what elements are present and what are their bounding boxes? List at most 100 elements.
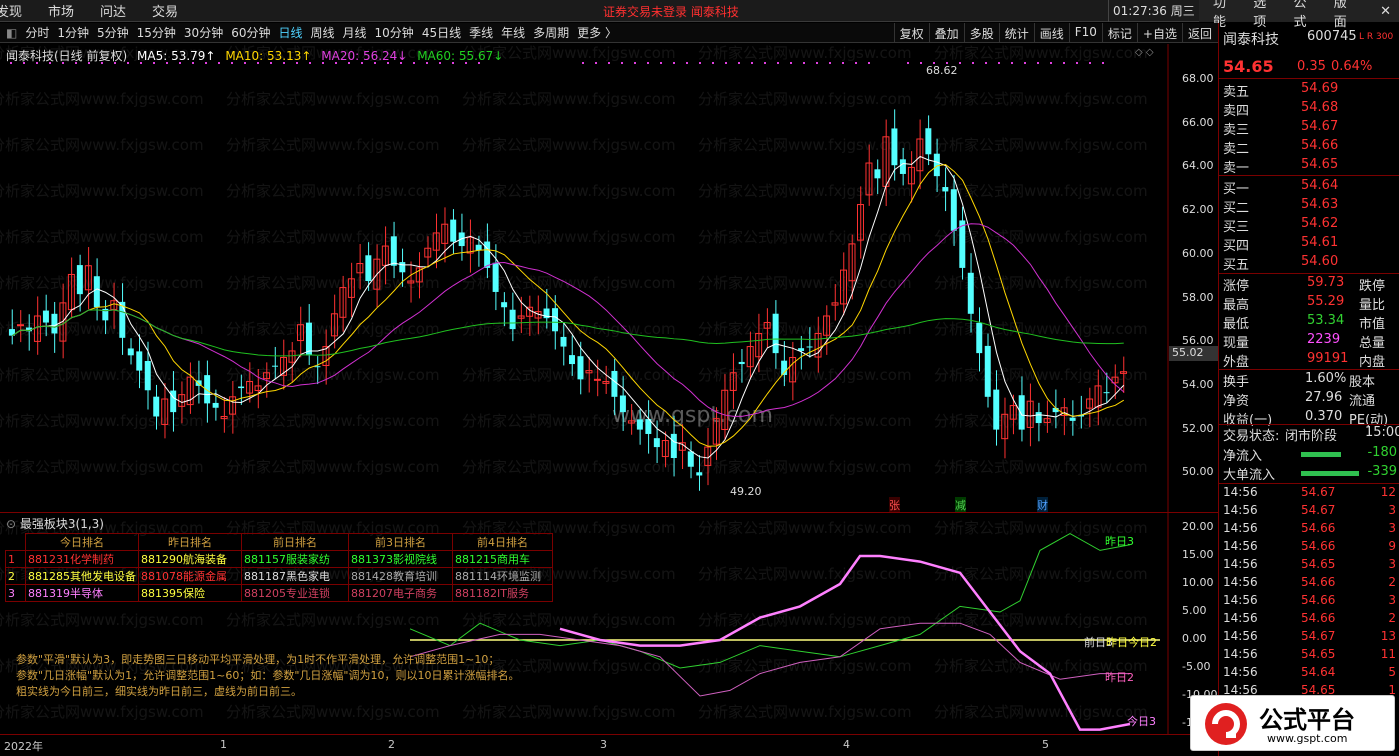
candle-body[interactable]	[1018, 395, 1025, 430]
candle-body[interactable]	[933, 153, 940, 177]
table-cell[interactable]: 881207电子商务	[348, 584, 453, 602]
candle-body[interactable]	[153, 396, 160, 417]
period-more[interactable]: 更多 〉	[577, 26, 617, 40]
candle-body[interactable]	[1111, 376, 1119, 384]
tick-row[interactable]: 14:56 54.65 3	[1219, 557, 1399, 575]
candle-body[interactable]	[1026, 400, 1034, 428]
candle-body[interactable]	[874, 169, 881, 179]
period-weekly[interactable]: 周线	[310, 26, 335, 40]
candle-body[interactable]	[254, 385, 262, 392]
period-quarter[interactable]: 季线	[469, 26, 494, 40]
period-60min[interactable]: 60分钟	[231, 26, 271, 40]
candle-body[interactable]	[347, 278, 355, 298]
candle-body[interactable]	[1069, 417, 1076, 421]
table-cell[interactable]: 881231化学制药	[25, 550, 139, 568]
candle-body[interactable]	[907, 166, 915, 185]
candle-body[interactable]	[1052, 407, 1059, 413]
candle-body[interactable]	[102, 308, 109, 321]
table-cell[interactable]: 881373影视院线	[348, 550, 453, 568]
table-cell[interactable]: 881290航海装备	[138, 550, 242, 568]
candle-body[interactable]	[856, 204, 864, 241]
candle-body[interactable]	[305, 322, 312, 356]
tool-overlay[interactable]: 叠加	[928, 23, 964, 43]
period-15min[interactable]: 15分钟	[136, 26, 176, 40]
period-fenshi[interactable]: 分时	[25, 26, 50, 40]
candle-body[interactable]	[441, 223, 449, 244]
table-cell[interactable]: 881285其他发电设备	[25, 567, 139, 585]
table-cell[interactable]: 881182IT服务	[452, 584, 553, 602]
candle-body[interactable]	[93, 276, 100, 308]
candle-body[interactable]	[212, 402, 219, 408]
candle-body[interactable]	[399, 262, 406, 273]
tool-fuquan[interactable]: 复权	[893, 23, 929, 43]
candle-body[interactable]	[356, 263, 364, 274]
tool-stats[interactable]: 统计	[998, 23, 1034, 43]
bid-row[interactable]: 买四 54.61	[1219, 235, 1399, 254]
candle-body[interactable]	[976, 322, 983, 354]
period-45day[interactable]: 45日线	[421, 26, 462, 40]
candle-body[interactable]	[76, 265, 83, 295]
period-10min[interactable]: 10分钟	[374, 26, 414, 40]
event-cai[interactable]: 财	[1037, 497, 1048, 513]
candle-body[interactable]	[772, 313, 779, 354]
table-cell[interactable]: 881114环境监测	[452, 567, 553, 585]
table-cell[interactable]: 881319半导体	[25, 584, 139, 602]
event-jian[interactable]: 减	[955, 497, 966, 513]
indicator-settings-icon[interactable]: ⊙	[6, 517, 17, 531]
candle-body[interactable]	[119, 301, 126, 338]
candle-body[interactable]	[322, 346, 330, 366]
candle-body[interactable]	[891, 128, 898, 166]
menu-options[interactable]: 选项	[1253, 0, 1267, 30]
candle-body[interactable]	[704, 446, 712, 466]
candle-body[interactable]	[432, 232, 440, 251]
period-5min[interactable]: 5分钟	[97, 26, 129, 40]
ask-row[interactable]: 卖四 54.68	[1219, 100, 1399, 119]
close-icon[interactable]: ✕	[1380, 3, 1391, 19]
candle-body[interactable]	[840, 269, 847, 305]
tick-row[interactable]: 14:56 54.65 11	[1219, 647, 1399, 665]
candle-body[interactable]	[1009, 405, 1017, 420]
candle-body[interactable]	[763, 322, 771, 329]
candle-body[interactable]	[636, 419, 643, 430]
candle-body[interactable]	[220, 415, 228, 420]
tick-row[interactable]: 14:56 54.66 2	[1219, 575, 1399, 593]
candle-body[interactable]	[1120, 371, 1127, 374]
candle-body[interactable]	[738, 361, 745, 365]
login-warning[interactable]: 证券交易未登录 闻泰科技	[603, 5, 739, 19]
candle-body[interactable]	[653, 438, 660, 448]
candle-body[interactable]	[296, 324, 304, 342]
candle-body[interactable]	[823, 315, 831, 336]
indicator-panel[interactable]: 分析家公式网www.fxjgsw.com 分析家公式网www.fxjgsw.com…	[0, 512, 1218, 735]
tool-draw[interactable]: 画线	[1033, 23, 1069, 43]
chart-nav-icons[interactable]: ◇ ◇	[1135, 47, 1154, 58]
candle-body[interactable]	[186, 376, 194, 406]
candle-body[interactable]	[144, 360, 151, 391]
tool-add-watchlist[interactable]: +自选	[1136, 23, 1182, 43]
table-cell[interactable]: 881187黑色家电	[241, 567, 349, 585]
candle-body[interactable]	[484, 241, 491, 268]
candle-body[interactable]	[619, 395, 626, 413]
period-30min[interactable]: 30分钟	[183, 26, 224, 40]
candle-body[interactable]	[330, 313, 338, 337]
candle-body[interactable]	[475, 244, 482, 251]
candle-body[interactable]	[611, 370, 618, 397]
candle-body[interactable]	[229, 396, 237, 415]
candle-body[interactable]	[272, 365, 279, 367]
candle-body[interactable]	[746, 346, 754, 368]
candle-body[interactable]	[280, 356, 287, 376]
candle-body[interactable]	[1035, 412, 1042, 424]
candle-body[interactable]	[552, 308, 559, 332]
candle-body[interactable]	[1103, 392, 1110, 394]
candle-body[interactable]	[84, 265, 92, 291]
candle-body[interactable]	[424, 247, 432, 258]
candle-body[interactable]	[161, 398, 169, 425]
candle-body[interactable]	[602, 381, 610, 384]
candle-body[interactable]	[517, 315, 525, 319]
tool-mark[interactable]: 标记	[1101, 23, 1137, 43]
candle-body[interactable]	[645, 419, 652, 434]
candle-body[interactable]	[729, 372, 737, 391]
candle-body[interactable]	[136, 351, 143, 371]
ask-row[interactable]: 卖一 54.65	[1219, 157, 1399, 176]
candle-body[interactable]	[314, 366, 321, 368]
candle-body[interactable]	[661, 440, 669, 458]
